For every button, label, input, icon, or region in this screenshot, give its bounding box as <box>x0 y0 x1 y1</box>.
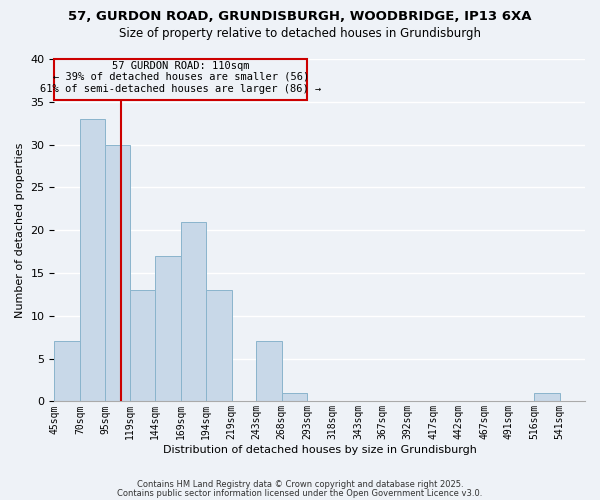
Text: 57 GURDON ROAD: 110sqm: 57 GURDON ROAD: 110sqm <box>112 61 250 71</box>
Text: ← 39% of detached houses are smaller (56): ← 39% of detached houses are smaller (56… <box>53 72 309 82</box>
Text: Contains HM Land Registry data © Crown copyright and database right 2025.: Contains HM Land Registry data © Crown c… <box>137 480 463 489</box>
Bar <box>181 222 206 402</box>
Bar <box>155 256 181 402</box>
Bar <box>130 290 155 402</box>
X-axis label: Distribution of detached houses by size in Grundisburgh: Distribution of detached houses by size … <box>163 445 476 455</box>
Text: 61% of semi-detached houses are larger (86) →: 61% of semi-detached houses are larger (… <box>40 84 322 94</box>
Bar <box>106 144 130 402</box>
Text: Size of property relative to detached houses in Grundisburgh: Size of property relative to detached ho… <box>119 28 481 40</box>
Bar <box>55 59 307 100</box>
Text: Contains public sector information licensed under the Open Government Licence v3: Contains public sector information licen… <box>118 488 482 498</box>
Text: 57, GURDON ROAD, GRUNDISBURGH, WOODBRIDGE, IP13 6XA: 57, GURDON ROAD, GRUNDISBURGH, WOODBRIDG… <box>68 10 532 23</box>
Bar <box>281 393 307 402</box>
Bar <box>55 342 80 402</box>
Bar <box>206 290 232 402</box>
Bar <box>80 119 106 402</box>
Bar <box>256 342 281 402</box>
Y-axis label: Number of detached properties: Number of detached properties <box>15 142 25 318</box>
Bar <box>534 393 560 402</box>
